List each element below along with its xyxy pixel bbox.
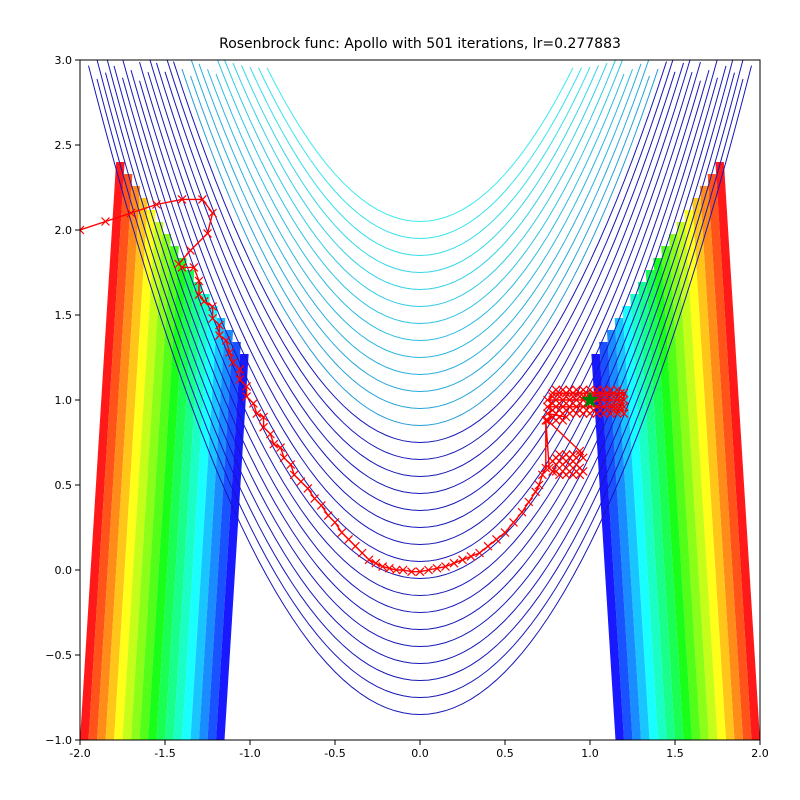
ytick-label: 1.5 (55, 309, 73, 322)
chart-title: Rosenbrock func: Apollo with 501 iterati… (219, 36, 621, 52)
xtick-label: 0.0 (411, 747, 429, 760)
xtick-label: 0.5 (496, 747, 514, 760)
xtick-label: -2.0 (69, 747, 90, 760)
ytick-label: −0.5 (45, 649, 72, 662)
xtick-label: -1.5 (154, 747, 175, 760)
xtick-label: 1.0 (581, 747, 599, 760)
xtick-label: -1.0 (239, 747, 260, 760)
xtick-label: 2.0 (751, 747, 769, 760)
xtick-label: -0.5 (324, 747, 345, 760)
ytick-label: 3.0 (55, 54, 73, 67)
ytick-label: 1.0 (55, 394, 73, 407)
rosenbrock-chart: -2.0 -1.5 -1.0 -0.5 0.0 0.5 1.0 1.5 2.0 −1.0 −0.5 0… (0, 0, 800, 800)
ytick-label: −1.0 (45, 734, 72, 747)
ytick-label: 0.5 (55, 479, 73, 492)
ytick-label: 2.0 (55, 224, 73, 237)
ytick-label: 0.0 (55, 564, 73, 577)
ytick-label: 2.5 (55, 139, 73, 152)
xtick-label: 1.5 (666, 747, 684, 760)
